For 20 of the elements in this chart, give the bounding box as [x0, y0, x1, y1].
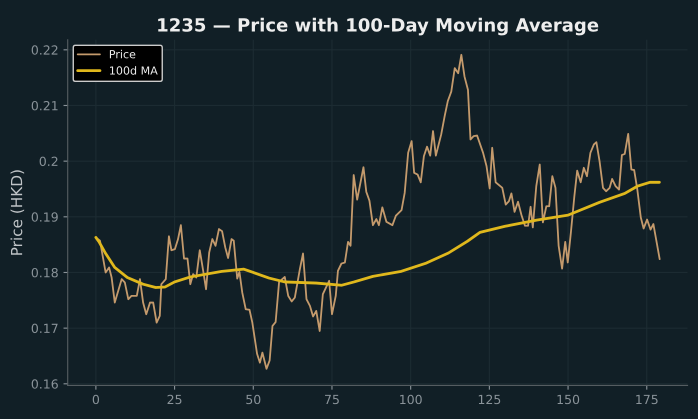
y-tick-label: 0.16: [32, 379, 58, 389]
y-tick-label: 0.18: [32, 268, 58, 278]
x-tick-label: 0: [92, 394, 100, 404]
y-tick-label: 0.19: [32, 212, 58, 222]
y-tick-label: 0.22: [32, 45, 58, 55]
y-tick-label: 0.2: [40, 156, 58, 166]
x-tick-label: 75: [325, 394, 339, 404]
y-tick-label: 0.17: [32, 324, 58, 334]
x-tick-label: 100: [400, 394, 422, 404]
legend-label: 100d MA: [110, 66, 158, 75]
x-tick-label: 25: [168, 394, 182, 404]
y-axis-title: Price (HKD): [10, 170, 24, 255]
y-tick-label: 0.21: [32, 100, 58, 110]
chart-title: 1235 — Price with 100-Day Moving Average: [158, 18, 598, 36]
x-tick-label: 125: [478, 394, 500, 404]
x-tick-label: 175: [636, 394, 658, 404]
legend-label: Price: [110, 50, 136, 58]
x-tick-label: 50: [246, 394, 260, 404]
line-series: [94, 180, 661, 289]
x-tick-label: 150: [558, 394, 580, 404]
